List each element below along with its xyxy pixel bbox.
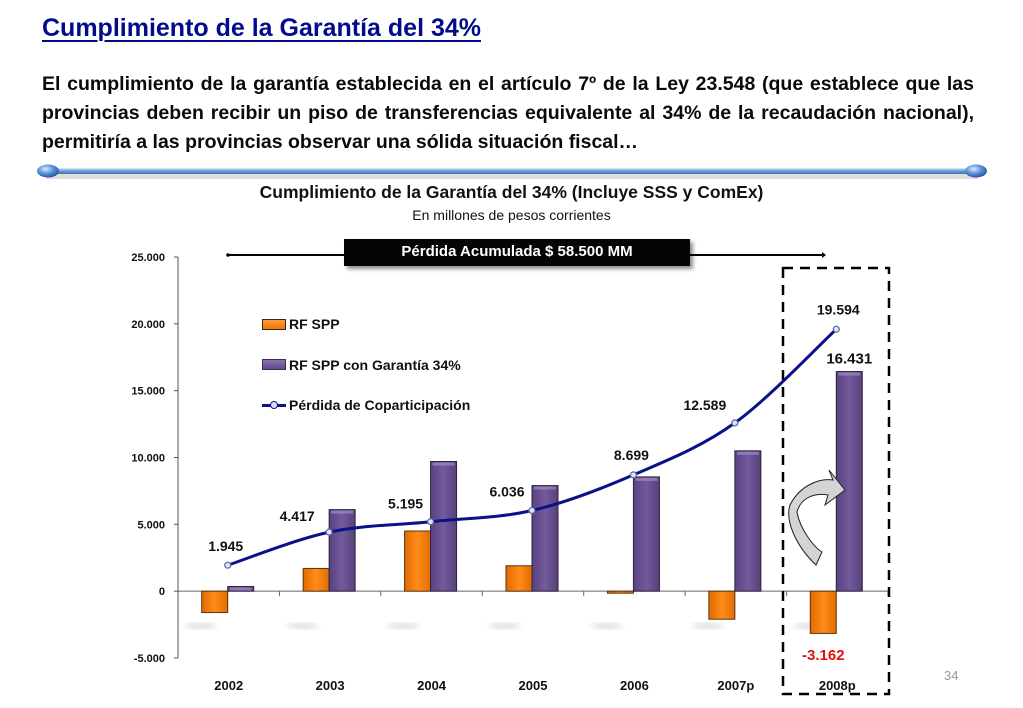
x-tick-label: 2007p — [717, 678, 754, 693]
highlight-box-2008p — [781, 266, 891, 696]
legend-swatch-rf-spp-garantia — [262, 359, 286, 370]
x-tick-label: 2004 — [417, 678, 447, 693]
bar-highlight — [635, 477, 658, 481]
line-point — [832, 325, 840, 333]
y-tick-label: 15.000 — [131, 386, 165, 398]
bar-data-label-2008p-rf-spp: -3.162 — [802, 647, 845, 664]
line-data-label: 8.699 — [614, 447, 649, 463]
legend-item-rf-spp: RF SPP — [262, 314, 470, 334]
bar-rf-spp — [201, 590, 229, 614]
bar-highlight — [432, 462, 455, 466]
legend-item-rf-spp-garantia: RF SPP con Garantía 34% — [262, 355, 470, 375]
line-point — [426, 518, 435, 526]
accumulated-loss-box: Pérdida Acumulada $ 58.500 MM — [344, 239, 690, 266]
line-data-label: 19.594 — [817, 301, 860, 317]
loss-bracket-left-arrow — [226, 253, 230, 257]
bar-rf-spp-garantia — [835, 371, 863, 592]
chart-subtitle: En millones de pesos corrientes — [412, 207, 611, 223]
line-data-label: 4.417 — [280, 508, 315, 524]
legend-label-rf-spp: RF SPP — [289, 316, 340, 332]
bar-highlight — [736, 451, 759, 455]
line-data-label: 1.945 — [208, 538, 243, 554]
bar-shadow — [286, 623, 319, 629]
curved-arrow-icon — [788, 469, 846, 566]
x-tick-label: 2006 — [620, 678, 649, 693]
line-data-label: 6.036 — [489, 483, 524, 499]
legend-swatch-perdida — [262, 399, 286, 411]
bar-data-label-2008p-garantia: 16.431 — [826, 351, 872, 368]
bar-shadow — [590, 623, 623, 629]
bar-highlight — [331, 510, 354, 514]
line-point — [528, 506, 536, 515]
bar-highlight — [534, 486, 556, 490]
y-tick-label: 5.000 — [137, 519, 165, 531]
x-tick-label: 2005 — [519, 678, 548, 693]
intro-paragraph: El cumplimiento de la garantía estableci… — [42, 73, 974, 153]
legend-label-rf-spp-garantia: RF SPP con Garantía 34% — [289, 356, 461, 373]
line-point — [325, 528, 333, 536]
legend-item-perdida: Pérdida de Coparticipación — [262, 395, 470, 415]
line-data-label: 12.589 — [683, 397, 726, 413]
chart-legend: RF SPP RF SPP con Garantía 34% Pérdida d… — [262, 314, 470, 436]
bar-rf-spp-garantia — [328, 509, 356, 592]
chart: -5.000 0 5.000 10.000 15.000 20.000 25.000 2002… — [131, 252, 891, 696]
bar-rf-spp-garantia — [531, 485, 559, 592]
bar-shadow — [489, 623, 521, 629]
y-tick-label: 25.000 — [131, 252, 165, 264]
bar-shadow — [691, 623, 724, 629]
legend-swatch-rf-spp — [262, 318, 286, 330]
y-tick-label: 10.000 — [131, 453, 165, 465]
bar-rf-spp — [302, 567, 330, 592]
x-tick-label: 2002 — [214, 678, 243, 693]
decorative-divider — [37, 164, 987, 179]
chart-title: Cumplimiento de la Garantía del 34% (Inc… — [259, 182, 764, 202]
bar-shadow — [387, 623, 420, 629]
bar-shadow — [184, 623, 217, 629]
bar-rf-spp — [404, 530, 432, 592]
bar-rf-spp-garantia — [430, 461, 458, 592]
slide-title: Cumplimiento de la Garantía del 34% — [42, 14, 482, 42]
bar-rf-spp-garantia — [734, 450, 762, 592]
page-number: 34 — [944, 668, 959, 683]
line-data-label: 5.195 — [388, 496, 423, 512]
x-tick-label: 2008p — [819, 678, 856, 693]
bar-rf-spp — [708, 590, 736, 620]
bar-rf-spp-garantia — [632, 476, 660, 592]
line-point — [731, 419, 739, 427]
legend-label-perdida: Pérdida de Coparticipación — [289, 397, 471, 413]
bar-rf-spp — [606, 590, 634, 594]
line-point — [629, 471, 638, 479]
loss-bracket-right-arrow — [822, 252, 826, 258]
bar-rf-spp — [505, 565, 533, 592]
y-tick-label: -5.000 — [134, 653, 165, 665]
y-tick-label: 0 — [159, 586, 165, 598]
bar-highlight — [838, 372, 861, 376]
y-tick-label: 20.000 — [131, 319, 165, 331]
line-point — [224, 561, 232, 569]
x-tick-label: 2003 — [316, 678, 345, 693]
bar-rf-spp — [809, 590, 837, 634]
bar-highlight — [229, 587, 252, 591]
